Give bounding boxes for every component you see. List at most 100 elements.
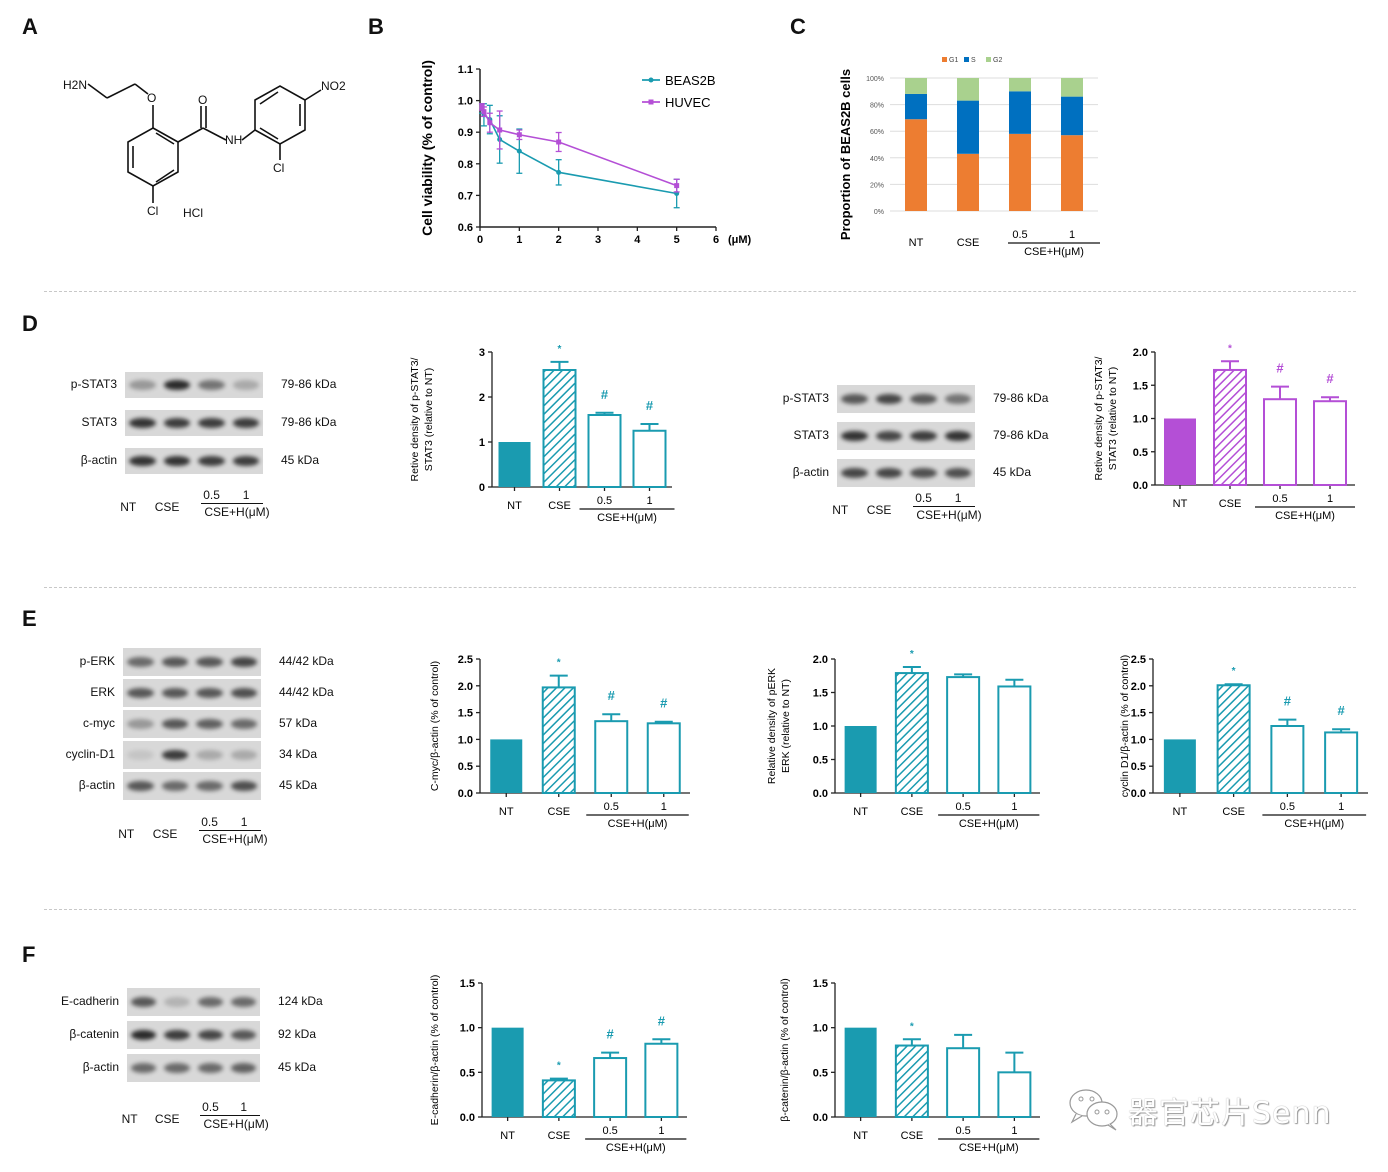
data-point — [556, 169, 562, 175]
y-tick-label: 0.6 — [458, 222, 473, 234]
y-tick-label: 0.5 — [1131, 761, 1146, 773]
significance-hash: # — [608, 688, 616, 703]
blot-strip — [123, 679, 261, 707]
significance-star: * — [558, 344, 562, 355]
significance-hash: # — [660, 696, 668, 711]
x-axis-label: (μM) — [728, 234, 752, 246]
blot-strip — [125, 372, 263, 398]
y-tick-label: 40% — [870, 156, 884, 163]
y-tick-label: 1.0 — [813, 721, 828, 733]
category-label: 0.5 — [955, 1125, 970, 1137]
category-label: CSE — [1222, 806, 1245, 818]
y-tick-label: 1.5 — [458, 708, 473, 720]
chart-cyclin-d1: cyclin D1/β-actin (% of control) 0.0 0.5 1.… — [1119, 654, 1368, 830]
category-label: NT — [499, 806, 514, 818]
bar — [644, 1042, 679, 1118]
bar — [541, 1079, 576, 1119]
blot-strip — [127, 1054, 260, 1082]
y-tick-label: 2 — [479, 392, 485, 404]
blot-strip — [837, 385, 975, 413]
y-tick-label: 0.5 — [813, 755, 828, 767]
y-tick-label: 1.0 — [813, 1023, 828, 1035]
legend-label: G1 — [949, 57, 958, 64]
amine-label: H2N — [63, 78, 87, 92]
category-label: CSE — [901, 806, 924, 818]
molecular-weight-label: 92 kDa — [278, 1027, 317, 1041]
molecular-weight-label: 79-86 kDa — [281, 377, 337, 391]
legend-label: BEAS2B — [665, 73, 716, 88]
y-tick-label: 20% — [870, 182, 884, 189]
blot-row-label: c-myc — [83, 716, 115, 730]
legend-swatch — [942, 57, 947, 62]
bar — [844, 1027, 877, 1117]
y-tick-label: 1.0 — [458, 734, 473, 746]
y-tick-label: 2.0 — [1133, 347, 1148, 359]
category-label: 0.5 — [602, 1125, 617, 1137]
blot-row-label: E-cadherin — [60, 994, 119, 1008]
category-label: NT — [507, 500, 522, 512]
significance-star: * — [1228, 343, 1232, 354]
group-label: CSE+H(μM) — [959, 1142, 1019, 1154]
blot-row-label: β-catenin — [69, 1027, 119, 1041]
stacked-segment — [1009, 133, 1031, 211]
significance-hash: # — [1284, 694, 1292, 709]
chart-pstat3-beas2b: Retive density of p-STAT3/STAT3 (relativ… — [410, 344, 675, 524]
significance-hash: # — [646, 398, 654, 413]
molecular-weight-label: 57 kDa — [279, 716, 318, 730]
y-tick-label: 1.0 — [458, 96, 473, 108]
category-label: CSE — [957, 237, 980, 249]
chart-e-cadherin: E-cadherin/β-actin (% of control) 0.0 0.5 1… — [429, 975, 687, 1154]
stacked-segment — [1061, 96, 1083, 136]
y-tick-label: 0.0 — [813, 788, 828, 800]
y-axis-label: E-cadherin/β-actin (% of control) — [429, 975, 441, 1126]
chemical-structure: H2N O O NH NO2 Cl Cl HCl — [63, 78, 346, 220]
significance-star: * — [557, 1061, 561, 1072]
y-axis-label: Retive density of p-STAT3/STAT3 (relativ… — [1093, 356, 1119, 480]
data-point — [516, 148, 522, 154]
y-tick-label: 2.5 — [458, 654, 473, 666]
blot-row-label: STAT3 — [793, 428, 829, 442]
blot-strip — [123, 710, 261, 738]
blot-row-label: β-actin — [80, 453, 117, 467]
blot-row-label: β-actin — [82, 1060, 119, 1074]
bar — [646, 722, 681, 794]
bar — [894, 672, 929, 794]
category-label: 1 — [661, 801, 667, 813]
y-tick-label: 0% — [874, 209, 884, 216]
panel-letter-e: E — [22, 606, 37, 631]
y-axis-label: Cell viability (% of control) — [419, 60, 435, 236]
nitro-label: NO2 — [321, 79, 346, 93]
series-line — [481, 108, 677, 195]
legend-swatch — [964, 57, 969, 62]
group-label: CSE+H(μM) — [1284, 818, 1344, 830]
blot-row-label: STAT3 — [81, 415, 117, 429]
bar — [1216, 684, 1251, 794]
stacked-segment — [1009, 91, 1031, 134]
blot-row-label: β-actin — [792, 465, 829, 479]
bar — [997, 685, 1032, 794]
data-point — [556, 139, 562, 145]
category-label: NT — [853, 1130, 868, 1142]
y-tick-label: 0.5 — [1133, 447, 1148, 459]
y-tick-label: 60% — [870, 129, 884, 136]
western-blot-f: E-cadherin 124 kDa β-catenin 92 kDa β-actin 4… — [40, 985, 370, 1140]
section-divider — [44, 909, 1356, 910]
bar — [1213, 368, 1247, 486]
bar — [997, 1071, 1032, 1119]
blot-row-label: p-STAT3 — [70, 377, 117, 391]
molecular-weight-label: 79-86 kDa — [993, 391, 1049, 405]
molecular-weight-label: 44/42 kDa — [279, 654, 334, 668]
panel-letter-f: F — [22, 942, 36, 967]
western-blot-d1: p-STAT3 79-86 kDa STAT3 79-86 kDa β-actin 45 … — [40, 360, 360, 530]
significance-hash: # — [658, 1013, 666, 1028]
y-tick-label: 0.8 — [458, 159, 473, 171]
category-label: CSE — [1219, 498, 1242, 510]
bar — [1263, 398, 1297, 486]
y-tick-label: 0.0 — [1131, 788, 1146, 800]
category-label: 0.5 — [604, 801, 619, 813]
y-tick-label: 2.0 — [458, 681, 473, 693]
chart-cell-cycle: Proportion of BEAS2B cells 0% 20% 40% 60% 80%… — [838, 57, 1100, 258]
group-label: CSE+H(μM) — [608, 818, 668, 830]
significance-hash: # — [607, 1027, 615, 1042]
significance-hash: # — [1276, 361, 1284, 376]
